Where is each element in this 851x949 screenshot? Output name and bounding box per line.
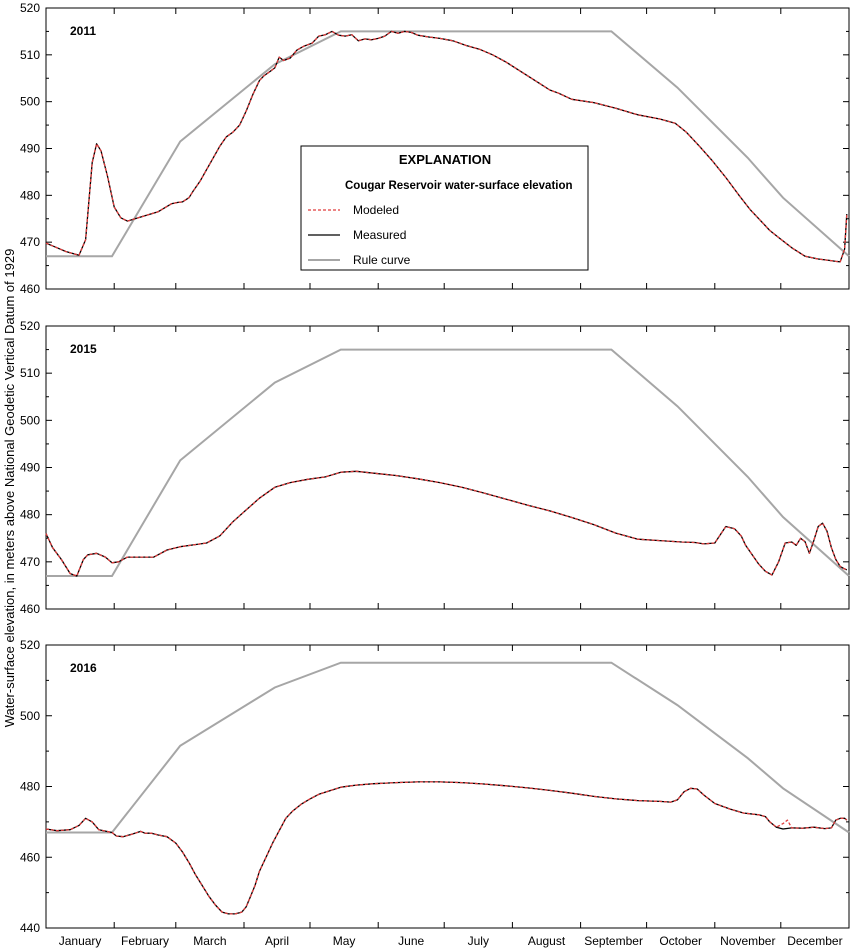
month-label-october: October: [659, 934, 702, 948]
rule-curve-line: [46, 661, 850, 834]
month-label-june: June: [398, 934, 424, 948]
y-tick-label: 520: [20, 1, 40, 15]
plot-frame: [45, 325, 850, 610]
month-label-december: December: [787, 934, 842, 948]
month-label-july: July: [468, 934, 489, 948]
month-label-april: April: [265, 934, 289, 948]
month-label-march: March: [193, 934, 226, 948]
legend-label-modeled: Modeled: [353, 203, 399, 217]
legend: EXPLANATION Cougar Reservoir water-surfac…: [300, 145, 589, 271]
modeled-line: [45, 470, 848, 577]
rule-curve-line: [46, 348, 850, 577]
legend-box: [300, 145, 589, 271]
y-tick-label: 460: [20, 282, 40, 296]
measured-line: [45, 30, 848, 263]
y-tick-label: 510: [20, 48, 40, 62]
month-label-february: February: [121, 934, 169, 948]
panel-year-label: 2016: [70, 661, 97, 675]
month-label-may: May: [333, 934, 356, 948]
month-label-january: January: [59, 934, 102, 948]
y-tick-label: 490: [20, 142, 40, 156]
plot-frame: [45, 644, 850, 929]
y-tick-label: 520: [20, 319, 40, 333]
y-tick-label: 470: [20, 235, 40, 249]
legend-label-rule-curve: Rule curve: [353, 253, 411, 267]
y-tick-label: 500: [20, 95, 40, 109]
panel-2015: 460 470 480 490 500 510 520 2015: [20, 319, 850, 616]
panel-year-label: 2011: [70, 24, 96, 38]
panel-2016: 440 460 480 500 520 2016: [20, 638, 850, 935]
x-tick-labels: January February March April May June July Augu…: [59, 934, 843, 948]
y-tick-label: 470: [20, 555, 40, 569]
y-tick-label: 500: [20, 709, 40, 723]
legend-subtitle: Cougar Reservoir water-surface elevation: [345, 180, 573, 192]
y-tick-label: 440: [20, 921, 40, 935]
month-label-september: September: [584, 934, 643, 948]
y-tick-label: 460: [20, 602, 40, 616]
panel-2011: 460 470 480 490 500 510 520 2011: [20, 1, 850, 296]
y-tick-label: 480: [20, 780, 40, 794]
legend-title: EXPLANATION: [399, 152, 491, 167]
y-tick-label: 520: [20, 638, 40, 652]
y-tick-label: 480: [20, 508, 40, 522]
legend-label-measured: Measured: [353, 228, 406, 242]
rule-curve-line: [46, 30, 850, 258]
month-label-august: August: [528, 934, 566, 948]
y-axis-label: Water-surface elevation, in meters above…: [2, 249, 17, 728]
panel-year-label: 2015: [70, 342, 97, 356]
y-tick-label: 460: [20, 850, 40, 864]
y-tick-label: 480: [20, 188, 40, 202]
y-tick-label: 510: [20, 366, 40, 380]
y-tick-label: 490: [20, 461, 40, 475]
y-tick-label: 500: [20, 413, 40, 427]
modeled-line: [45, 781, 848, 915]
measured-line: [45, 470, 848, 577]
chart-panels: 460 470 480 490 500 510 520 2011 460 470 480 490 500…: [20, 1, 850, 935]
measured-line: [45, 781, 848, 915]
month-label-november: November: [720, 934, 775, 948]
